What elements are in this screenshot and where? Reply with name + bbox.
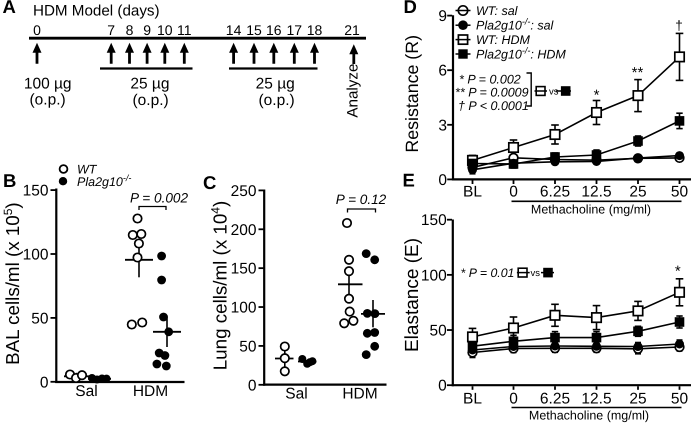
svg-text:6: 6 [438,63,447,80]
svg-text:200: 200 [231,222,257,239]
svg-text:Analyze: Analyze [345,64,362,118]
svg-text:150: 150 [231,261,257,278]
svg-text:12.5: 12.5 [581,391,611,408]
svg-text:50: 50 [671,184,689,201]
svg-text:25: 25 [629,391,646,408]
svg-text:100: 100 [23,247,49,264]
svg-text:Resistance (R): Resistance (R) [402,35,422,153]
svg-text:Sal: Sal [75,383,97,400]
svg-text:D: D [404,0,417,17]
svg-text:21: 21 [344,22,360,38]
svg-text:50: 50 [671,391,689,408]
svg-text:25: 25 [629,184,646,201]
svg-text:Pla2g10-/-: HDM: Pla2g10-/-: HDM [476,45,566,61]
svg-text:P = 0.12: P = 0.12 [336,192,387,207]
svg-text:0: 0 [33,22,41,38]
svg-text:vs: vs [549,87,559,98]
svg-text:6.25: 6.25 [540,391,570,408]
svg-text:50: 50 [31,310,49,327]
svg-text:(o.p.): (o.p.) [133,92,169,109]
svg-text:P = 0.002: P = 0.002 [130,191,189,206]
svg-text:150: 150 [421,212,447,229]
svg-text:250: 250 [231,183,257,200]
svg-text:10: 10 [157,22,173,38]
svg-text:HDM: HDM [133,383,168,400]
svg-text:7: 7 [107,22,115,38]
svg-text:† P < 0.0001: † P < 0.0001 [458,99,529,113]
svg-text:16: 16 [266,22,282,38]
svg-text:25 µg: 25 µg [130,75,169,92]
svg-text:HDM Model (days): HDM Model (days) [33,2,160,19]
svg-text:100 µg: 100 µg [24,75,72,92]
svg-text:BL: BL [463,184,482,201]
svg-text:0: 0 [248,377,257,394]
svg-text:Methacholine (mg/ml): Methacholine (mg/ml) [529,409,649,423]
svg-text:Elastance (E): Elastance (E) [402,238,423,352]
svg-text:6.25: 6.25 [540,184,570,201]
svg-text:*: * [675,263,681,280]
svg-text:0: 0 [509,391,518,408]
svg-text:100: 100 [231,300,257,317]
svg-text:0: 0 [438,172,447,189]
svg-text:3: 3 [438,117,447,134]
svg-text:Pla2g10-/-: sal: Pla2g10-/-: sal [476,17,555,33]
svg-text:B: B [3,170,16,191]
svg-text:Methacholine (mg/ml): Methacholine (mg/ml) [531,203,651,217]
svg-text:0: 0 [40,374,49,391]
svg-text:12.5: 12.5 [581,184,611,201]
svg-text:* P = 0.01: * P = 0.01 [461,266,515,280]
svg-text:†: † [675,18,683,33]
svg-text:0: 0 [438,378,447,395]
svg-text:A: A [3,0,16,17]
svg-text:50: 50 [239,338,257,355]
svg-text:**: ** [632,65,644,82]
svg-text:0: 0 [509,184,518,201]
svg-text:18: 18 [307,22,323,38]
svg-text:15: 15 [246,22,262,38]
svg-text:14: 14 [226,22,242,38]
svg-text:50: 50 [430,323,448,340]
svg-text:E: E [403,170,415,191]
svg-text:BL: BL [463,391,482,408]
svg-text:(o.p.): (o.p.) [259,92,295,109]
svg-text:8: 8 [126,22,134,38]
svg-text:HDM: HDM [342,386,377,403]
svg-text:Sal: Sal [285,386,307,403]
svg-text:WT: HDM: WT: HDM [476,33,531,47]
svg-text:11: 11 [177,22,192,38]
svg-text:WT: WT [77,163,98,177]
svg-text:(o.p.): (o.p.) [30,92,66,109]
svg-text:100: 100 [421,267,447,284]
svg-text:*: * [594,87,600,104]
svg-text:BAL cells/ml (x 105): BAL cells/ml (x 105) [1,202,23,365]
svg-text:Lung cells/ml (x 104): Lung cells/ml (x 104) [209,201,231,371]
svg-text:vs: vs [531,268,541,279]
svg-text:9: 9 [438,8,447,25]
svg-text:** P = 0.0009: ** P = 0.0009 [455,86,529,100]
svg-text:17: 17 [287,22,303,38]
svg-text:C: C [203,172,216,193]
svg-text:25 µg: 25 µg [256,75,295,92]
svg-text:Pla2g10-/-: Pla2g10-/- [77,173,131,189]
svg-text:WT: sal: WT: sal [476,4,519,18]
svg-text:* P = 0.002: * P = 0.002 [459,73,521,87]
svg-text:150: 150 [23,183,49,200]
svg-text:9: 9 [143,22,151,38]
